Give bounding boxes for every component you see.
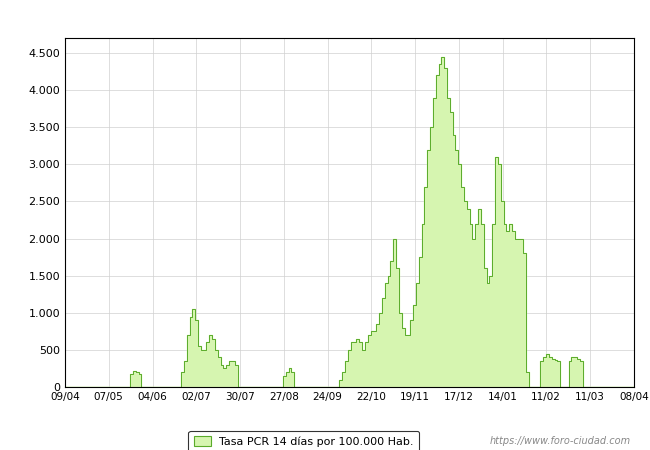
Text: https://www.foro-ciudad.com: https://www.foro-ciudad.com <box>489 436 630 446</box>
Legend: Tasa PCR 14 días por 100.000 Hab.: Tasa PCR 14 días por 100.000 Hab. <box>188 431 419 450</box>
Text: Municipio de Izurtza - COVID-19: Municipio de Izurtza - COVID-19 <box>183 9 467 24</box>
